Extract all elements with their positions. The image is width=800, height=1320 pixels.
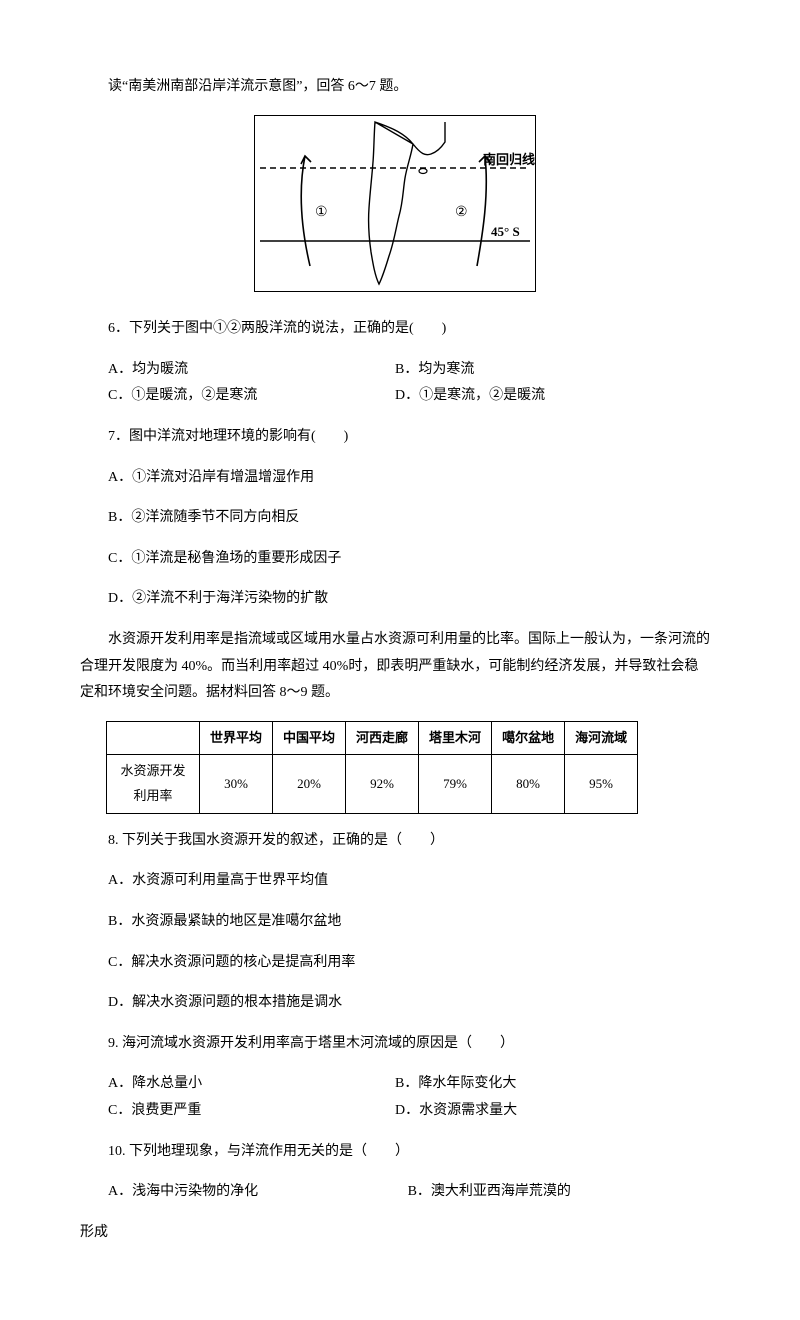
q8-option-a: A．水资源可利用量高于世界平均值 <box>80 868 710 895</box>
q10-option-b: B．澳大利亚西海岸荒漠的 <box>408 1179 710 1206</box>
q7-option-a: A．①洋流对沿岸有增温增湿作用 <box>80 465 710 492</box>
table-col-0: 世界平均 <box>200 721 273 755</box>
q8-option-c: C．解决水资源问题的核心是提高利用率 <box>80 950 710 977</box>
table-col-2: 河西走廊 <box>346 721 419 755</box>
table-val-5: 95% <box>565 755 638 813</box>
table-corner-cell <box>107 721 200 755</box>
table-header-row: 世界平均 中国平均 河西走廊 塔里木河 噶尔盆地 海河流域 <box>107 721 638 755</box>
label-tropic: 南回归线 <box>483 152 535 167</box>
intro-8-9: 水资源开发利用率是指流域或区域用水量占水资源可利用量的比率。国际上一般认为，一条… <box>80 627 710 707</box>
label-current-2: ② <box>455 205 468 220</box>
label-current-1: ① <box>315 205 328 220</box>
q10-option-b-cont: 形成 <box>80 1220 710 1247</box>
q9-option-d: D．水资源需求量大 <box>395 1098 710 1125</box>
table-val-3: 79% <box>419 755 492 813</box>
q9-option-c: C．浪费更严重 <box>80 1098 395 1125</box>
table-val-4: 80% <box>492 755 565 813</box>
q6-option-b: B．均为寒流 <box>395 357 710 384</box>
ocean-current-figure: ① ② 南回归线 45° S <box>254 115 536 292</box>
q6-option-c: C．①是暖流，②是寒流 <box>80 383 395 410</box>
table-val-2: 92% <box>346 755 419 813</box>
q6-option-a: A．均为暖流 <box>80 357 395 384</box>
water-resource-table: 世界平均 中国平均 河西走廊 塔里木河 噶尔盆地 海河流域 水资源开发利用率 3… <box>106 721 638 814</box>
q6-stem: 6．下列关于图中①②两股洋流的说法，正确的是( ) <box>80 316 710 343</box>
table-data-row: 水资源开发利用率 30% 20% 92% 79% 80% 95% <box>107 755 638 813</box>
q7-option-c: C．①洋流是秘鲁渔场的重要形成因子 <box>80 546 710 573</box>
q9-option-b: B．降水年际变化大 <box>395 1071 710 1098</box>
q9-stem: 9. 海河流域水资源开发利用率高于塔里木河流域的原因是（ ） <box>80 1031 710 1058</box>
figure-container: ① ② 南回归线 45° S <box>80 115 710 303</box>
q8-option-b: B．水资源最紧缺的地区是准噶尔盆地 <box>80 909 710 936</box>
table-val-1: 20% <box>273 755 346 813</box>
q10-option-a: A．浅海中污染物的净化 <box>80 1179 408 1206</box>
q10-stem: 10. 下列地理现象，与洋流作用无关的是（ ） <box>80 1139 710 1166</box>
q7-option-d: D．②洋流不利于海洋污染物的扩散 <box>80 586 710 613</box>
table-col-5: 海河流域 <box>565 721 638 755</box>
intro-6-7: 读“南美洲南部沿岸洋流示意图”，回答 6～7 题。 <box>80 74 710 101</box>
ocean-current-svg: ① ② 南回归线 45° S <box>255 116 535 291</box>
table-row-label: 水资源开发利用率 <box>107 755 200 813</box>
q7-stem: 7．图中洋流对地理环境的影响有( ) <box>80 424 710 451</box>
table-col-1: 中国平均 <box>273 721 346 755</box>
q6-option-d: D．①是寒流，②是暖流 <box>395 383 710 410</box>
q7-option-b: B．②洋流随季节不同方向相反 <box>80 505 710 532</box>
table-col-4: 噶尔盆地 <box>492 721 565 755</box>
table-val-0: 30% <box>200 755 273 813</box>
label-45s: 45° S <box>491 224 520 239</box>
table-col-3: 塔里木河 <box>419 721 492 755</box>
q9-option-a: A．降水总量小 <box>80 1071 395 1098</box>
q8-stem: 8. 下列关于我国水资源开发的叙述，正确的是（ ） <box>80 828 710 855</box>
q8-option-d: D．解决水资源问题的根本措施是调水 <box>80 990 710 1017</box>
